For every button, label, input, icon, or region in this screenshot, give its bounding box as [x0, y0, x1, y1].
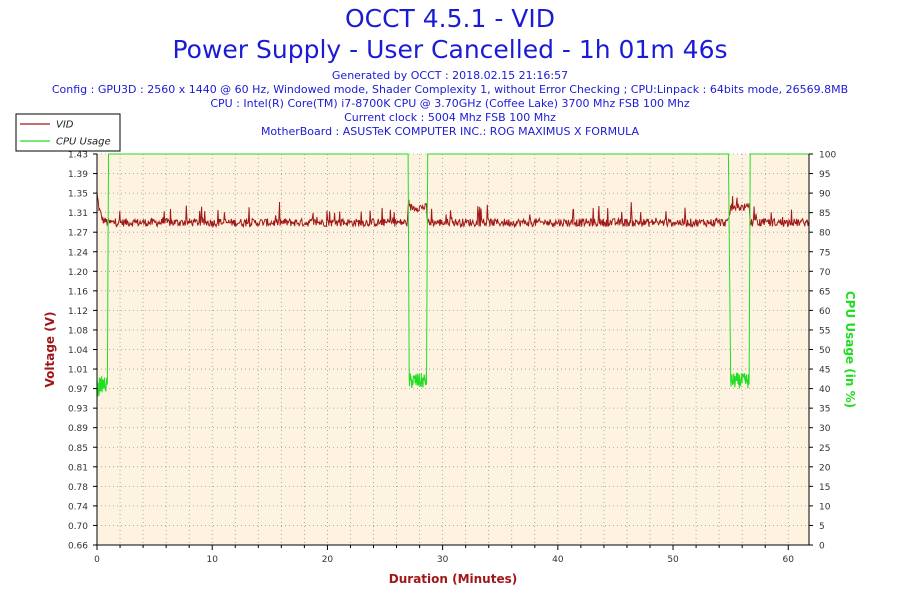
- y-tick-label: 0.97: [68, 385, 88, 395]
- x-tick-label: 50: [667, 555, 679, 565]
- y2-tick-label: 95: [819, 170, 830, 180]
- x-tick-label: 30: [437, 555, 449, 565]
- y2-tick-label: 0: [819, 542, 825, 552]
- y2-tick-label: 30: [819, 424, 831, 434]
- x-tick-label: 20: [322, 555, 334, 565]
- y2-tick-label: 85: [819, 209, 830, 219]
- x-tick-label: 60: [783, 555, 795, 565]
- y2-tick-label: 80: [819, 229, 831, 239]
- y2-tick-label: 15: [819, 483, 830, 493]
- y-tick-label: 0.66: [68, 542, 88, 552]
- y-tick-label: 1.04: [68, 346, 88, 356]
- y2-tick-label: 55: [819, 326, 830, 336]
- y-tick-label: 1.39: [68, 170, 88, 180]
- x-tick-label: 40: [552, 555, 564, 565]
- legend-label-cpu: CPU Usage: [56, 137, 111, 148]
- y2-tick-label: 70: [819, 268, 831, 278]
- y-tick-label: 1.20: [68, 268, 88, 278]
- y2-tick-label: 10: [819, 502, 831, 512]
- y-axis-label: Voltage (V): [43, 312, 57, 388]
- y-tick-label: 1.16: [68, 287, 88, 297]
- y2-tick-label: 100: [819, 151, 836, 161]
- y2-tick-label: 50: [819, 346, 831, 356]
- y-tick-label: 0.74: [68, 502, 88, 512]
- y2-tick-label: 40: [819, 385, 831, 395]
- y-tick-label: 1.24: [68, 248, 88, 258]
- y-tick-label: 1.35: [68, 190, 88, 200]
- y-tick-label: 1.12: [68, 307, 88, 317]
- y-tick-label: 0.70: [68, 522, 88, 532]
- x-tick-label: 0: [94, 555, 100, 565]
- y-tick-label: 0.85: [68, 444, 88, 454]
- x-tick-label: 10: [206, 555, 218, 565]
- y2-tick-label: 5: [819, 522, 825, 532]
- y-tick-label: 0.93: [68, 405, 88, 415]
- y2-tick-label: 65: [819, 287, 830, 297]
- legend-label-vid: VID: [56, 120, 74, 131]
- y-tick-label: 1.27: [68, 229, 88, 239]
- y2-tick-label: 60: [819, 307, 831, 317]
- y2-tick-label: 35: [819, 405, 830, 415]
- y-tick-label: 1.01: [68, 366, 88, 376]
- y2-tick-label: 75: [819, 248, 830, 258]
- y2-tick-label: 25: [819, 444, 830, 454]
- y-tick-label: 0.89: [68, 424, 88, 434]
- y-tick-label: 1.31: [68, 209, 88, 219]
- y-tick-label: 1.43: [68, 151, 88, 161]
- y-tick-label: 1.08: [68, 326, 88, 336]
- y2-axis-label: CPU Usage (in %): [843, 291, 857, 408]
- y2-tick-label: 45: [819, 366, 830, 376]
- x-axis-label: Duration (Minutes): [389, 572, 517, 586]
- y-tick-label: 0.78: [68, 483, 88, 493]
- y2-tick-label: 20: [819, 463, 831, 473]
- y-tick-label: 0.81: [68, 463, 88, 473]
- y2-tick-label: 90: [819, 190, 831, 200]
